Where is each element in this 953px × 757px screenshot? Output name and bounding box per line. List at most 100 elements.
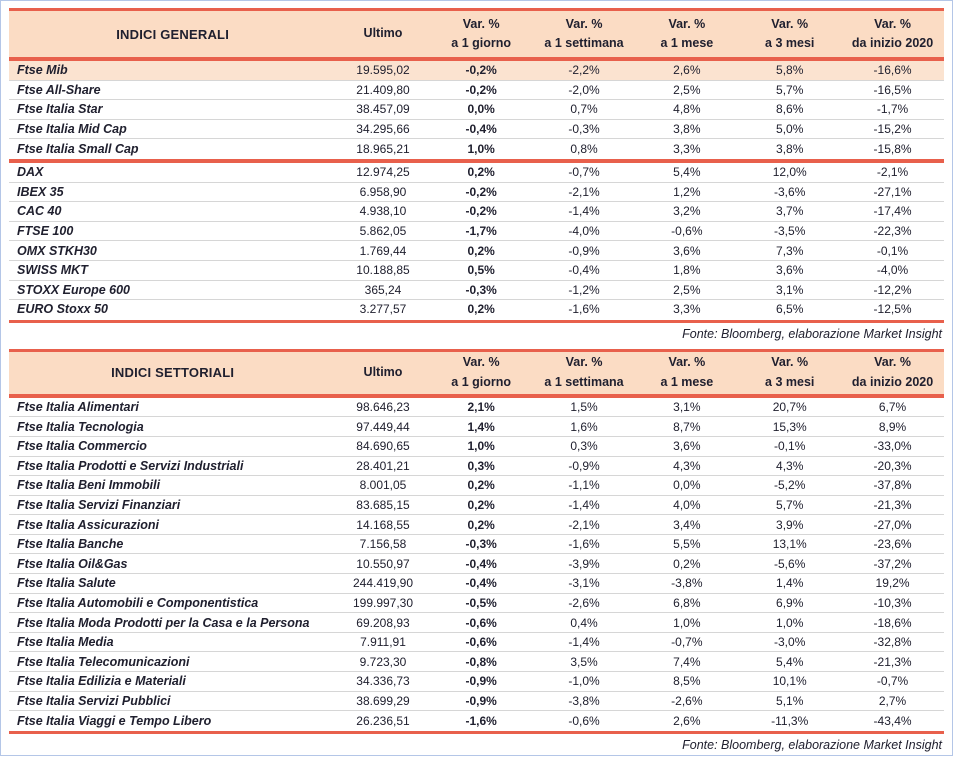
- table-row: SWISS MKT 10.188,85 0,5% -0,4% 1,8% 3,6% -4,0%: [9, 260, 944, 281]
- column-header-line1: Var. %: [668, 355, 706, 370]
- var-pct-value: -15,2%: [873, 122, 912, 137]
- var-pct-value: -3,0%: [774, 635, 806, 650]
- indici-generali-table: INDICI GENERALI Ultimo Var. % a 1 giorno Var…: [9, 8, 944, 323]
- var-pct-value: 2,5%: [673, 282, 701, 297]
- var-pct-value: -10,3%: [873, 595, 912, 610]
- var-pct-value: 5,4%: [673, 165, 701, 180]
- table-header-row: INDICI GENERALI Ultimo Var. % a 1 giorno Var…: [9, 11, 944, 57]
- var-pct-value: 3,8%: [776, 141, 804, 156]
- table-row: CAC 40 4.938,10 -0,2% -1,4% 3,2% 3,7% -17,4%: [9, 202, 944, 222]
- index-name: IBEX 35: [17, 184, 64, 199]
- column-header: Var. % a 1 settimana: [533, 15, 636, 54]
- table-row: Ftse Italia Servizi Pubblici 38.699,29 -0,…: [9, 691, 944, 712]
- var-pct-value: -0,4%: [568, 263, 600, 278]
- var-pct-value: -2,0%: [568, 82, 600, 97]
- last-value: 97.449,44: [356, 419, 410, 434]
- last-value: 21.409,80: [356, 82, 410, 97]
- last-value: 7.156,58: [359, 537, 407, 552]
- column-header-line1: Var. %: [565, 355, 603, 370]
- header-separator-line: [9, 57, 944, 61]
- table-row: Ftse Italia Prodotti e Servizi Industria…: [9, 456, 944, 477]
- var-pct-value: 8,9%: [878, 419, 907, 434]
- var-pct-value: 3,9%: [776, 517, 804, 532]
- var-pct-value: 5,4%: [776, 654, 804, 669]
- var-pct-value: -0,2%: [465, 82, 497, 97]
- column-header-line2: a 3 mesi: [765, 374, 815, 389]
- var-pct-value: 3,6%: [673, 439, 701, 454]
- table-row: Ftse Italia Small Cap 18.965,21 1,0% 0,8% 3,…: [9, 139, 944, 159]
- table-row: Ftse Italia Automobili e Componentistica…: [9, 593, 944, 614]
- var-pct-value: 1,2%: [673, 184, 701, 199]
- last-value: 8.001,05: [359, 478, 407, 493]
- table-title: INDICI GENERALI: [116, 26, 230, 42]
- var-pct-value: -21,3%: [873, 497, 912, 512]
- var-pct-value: 1,0%: [673, 615, 701, 630]
- var-pct-value: -2,6%: [568, 595, 600, 610]
- var-pct-value: 1,0%: [467, 439, 495, 454]
- var-pct-value: 5,7%: [776, 497, 804, 512]
- column-header: Ultimo: [336, 363, 430, 382]
- var-pct-value: -23,6%: [873, 537, 912, 552]
- last-value: 4.938,10: [359, 204, 407, 219]
- last-value: 34.295,66: [356, 122, 410, 137]
- var-pct-value: 3,8%: [673, 122, 701, 137]
- var-pct-value: -1,4%: [568, 497, 600, 512]
- column-header-line2: da inizio 2020: [851, 374, 934, 389]
- var-pct-value: 0,0%: [467, 102, 495, 117]
- var-pct-value: -1,7%: [465, 224, 497, 239]
- var-pct-value: 5,7%: [776, 82, 804, 97]
- table-row: Ftse Italia Viaggi e Tempo Libero 26.236,…: [9, 711, 944, 731]
- column-header-line2: a 1 settimana: [544, 36, 624, 50]
- last-value: 19.595,02: [356, 63, 410, 78]
- last-value: 5.862,05: [359, 224, 407, 239]
- var-pct-value: 3,1%: [673, 400, 701, 415]
- var-pct-value: 4,8%: [673, 102, 701, 117]
- var-pct-value: -0,6%: [671, 224, 703, 239]
- last-value: 365,24: [364, 282, 402, 297]
- index-name: SWISS MKT: [17, 263, 88, 278]
- index-name: Ftse Italia Automobili e Componentistica: [17, 595, 259, 610]
- index-name: Ftse Italia Media: [17, 635, 114, 650]
- var-pct-value: -12,5%: [873, 302, 912, 317]
- var-pct-value: 4,3%: [673, 458, 701, 473]
- column-header: Var. % a 1 settimana: [533, 353, 636, 392]
- var-pct-value: 3,3%: [673, 141, 701, 156]
- var-pct-value: -33,0%: [873, 439, 912, 454]
- var-pct-value: -0,4%: [465, 122, 497, 137]
- var-pct-value: -1,0%: [568, 674, 600, 689]
- column-header: Ultimo: [336, 24, 430, 43]
- last-value: 199.997,30: [352, 595, 414, 610]
- var-pct-value: 12,0%: [772, 165, 807, 180]
- column-header: Var. % a 1 giorno: [430, 353, 533, 392]
- var-pct-value: -3,6%: [774, 184, 806, 199]
- table-row: Ftse Italia Banche 7.156,58 -0,3% -1,6% 5,5%…: [9, 534, 944, 555]
- index-name: Ftse Italia Tecnologia: [17, 419, 144, 434]
- var-pct-value: -21,3%: [873, 654, 912, 669]
- var-pct-value: -37,2%: [873, 556, 912, 571]
- index-name: Ftse Italia Mid Cap: [17, 122, 127, 137]
- column-header-line1: Var. %: [668, 16, 706, 31]
- source-note-generali: Fonte: Bloomberg, elaborazione Market In…: [682, 326, 942, 341]
- column-header: Var. % da inizio 2020: [841, 353, 944, 392]
- var-pct-value: -0,7%: [568, 165, 600, 180]
- column-header-line1: Ultimo: [363, 26, 403, 41]
- var-pct-value: 6,5%: [776, 302, 804, 317]
- index-name: Ftse Italia Oil&Gas: [17, 556, 128, 571]
- table-row: Ftse All-Share 21.409,80 -0,2% -2,0% 2,5% 5,7…: [9, 80, 944, 101]
- var-pct-value: 5,8%: [776, 63, 804, 78]
- var-pct-value: -27,0%: [873, 517, 912, 532]
- index-name: Ftse Italia Alimentari: [17, 400, 139, 415]
- var-pct-value: 1,4%: [776, 576, 804, 591]
- var-pct-value: 6,7%: [878, 400, 907, 415]
- var-pct-value: -27,1%: [873, 184, 912, 199]
- column-header-line2: a 1 giorno: [451, 374, 512, 389]
- var-pct-value: 2,6%: [673, 63, 701, 78]
- last-value: 3.277,57: [359, 302, 407, 317]
- table-row: Ftse Italia Tecnologia 97.449,44 1,4% 1,6% 8…: [9, 417, 944, 437]
- var-pct-value: -0,9%: [568, 458, 600, 473]
- var-pct-value: -0,3%: [568, 122, 600, 137]
- column-header: Var. % a 1 mese: [635, 353, 738, 392]
- table-row: FTSE 100 5.862,05 -1,7% -4,0% -0,6% -3,5% -22,…: [9, 221, 944, 242]
- column-header: Var. % a 3 mesi: [738, 353, 841, 392]
